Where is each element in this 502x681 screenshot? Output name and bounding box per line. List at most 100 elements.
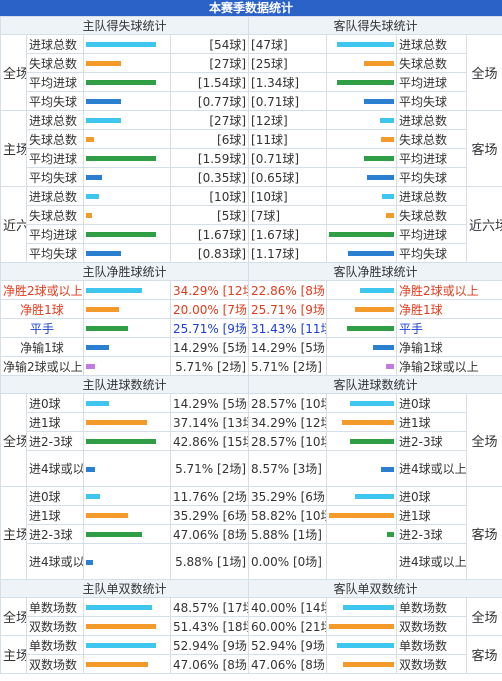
home-bar-cell <box>83 505 171 525</box>
away-bar-cell <box>326 616 398 636</box>
home-value: [0.83球] <box>169 243 250 263</box>
away-header: 客队得失球统计 <box>248 16 502 35</box>
goals-row: 平均进球 [1.67球] [1.67球] 平均进球 <box>1 224 502 244</box>
row-label-away: 单数场数 <box>396 635 468 655</box>
away-bar <box>364 156 395 161</box>
away-bar <box>373 345 395 350</box>
row-label: 平均失球 <box>26 167 84 187</box>
home-bar-cell <box>83 318 171 338</box>
home-header: 主队净胜球统计 <box>0 262 250 281</box>
row-label: 平均进球 <box>26 148 84 168</box>
row-label-away: 平均失球 <box>396 91 468 111</box>
away-value: 28.57% [10场] <box>248 431 328 451</box>
row-label: 进4球或以上 <box>26 543 84 580</box>
group-label-away: 全场 <box>466 597 502 636</box>
home-bar <box>86 439 156 444</box>
home-value: [5球] <box>169 205 250 225</box>
away-bar-cell <box>326 318 398 338</box>
home-bar-cell <box>83 635 171 655</box>
home-bar <box>86 494 100 499</box>
away-bar-cell <box>326 243 398 263</box>
goals-header: 主队得失球统计 客队得失球统计 <box>0 16 502 35</box>
away-value: 52.94% [9场] <box>248 635 328 655</box>
row-label: 净胜1球 <box>0 299 84 319</box>
group-label-away: 全场 <box>466 393 502 487</box>
away-bar <box>367 175 395 180</box>
away-bar <box>337 42 395 47</box>
away-value: [25球] <box>248 53 328 73</box>
home-bar-cell <box>83 654 171 674</box>
home-header: 主队单双数统计 <box>0 579 250 598</box>
home-bar <box>86 251 121 256</box>
away-bar <box>329 232 395 237</box>
home-bar <box>86 466 95 472</box>
away-bar-cell <box>326 205 398 225</box>
home-value: [0.35球] <box>169 167 250 187</box>
away-bar-cell <box>326 356 398 376</box>
score-row: 主场 进0球 11.76% [2场] 35.29% [6场] 进0球 客场 <box>0 486 502 580</box>
goals-row: 失球总数 [27球] [25球] 失球总数 <box>1 53 502 73</box>
away-bar-cell <box>326 450 398 487</box>
home-bar-cell <box>83 91 171 111</box>
away-bar <box>347 326 395 331</box>
score-row: 进2-3球 47.06% [8场] 5.88% [1场] 进2-3球 <box>1 524 502 544</box>
net-row: 净胜1球 20.00% [7场] 25.71% [9场] 净胜1球 <box>0 299 502 319</box>
away-bar-cell <box>326 91 398 111</box>
row-label: 进球总数 <box>26 186 84 206</box>
group-label-away: 客场 <box>466 110 502 187</box>
oddeven-row: 主场 单数场数 52.94% [9场] 52.94% [9场] 单数场数 客场 <box>0 635 502 674</box>
home-bar <box>86 307 119 312</box>
home-bar-cell <box>83 356 171 376</box>
away-bar <box>382 194 395 199</box>
away-bar <box>329 513 395 518</box>
home-bar <box>86 42 156 47</box>
row-label-away: 进球总数 <box>396 110 468 130</box>
net-header: 主队净胜球统计 客队净胜球统计 <box>0 262 502 281</box>
row-label: 平手 <box>0 318 84 338</box>
home-bar <box>86 605 152 610</box>
away-bar-cell <box>326 431 398 451</box>
net-row: 净输1球 14.29% [5场] 14.29% [5场] 净输1球 <box>0 337 502 357</box>
row-label-away: 进2-3球 <box>396 524 468 544</box>
home-value: 20.00% [7场] <box>169 299 250 319</box>
score-row: 进1球 37.14% [13场]34.29% [12场] 进1球 <box>1 412 502 432</box>
home-value: 14.29% [5场] <box>169 337 250 357</box>
net-row: 净胜2球或以上 34.29% [12场]22.86% [8场] 净胜2球或以上 <box>0 280 502 300</box>
home-value: [1.54球] <box>169 72 250 92</box>
away-value: 0.00% [0场] <box>248 543 328 580</box>
row-label-away: 平均进球 <box>396 148 468 168</box>
home-bar <box>86 118 121 123</box>
home-bar <box>86 99 121 104</box>
home-bar <box>86 662 148 667</box>
home-value: 5.71% [2场] <box>169 450 250 487</box>
away-bar <box>337 643 395 648</box>
group-label-away: 全场 <box>466 34 502 111</box>
home-bar-cell <box>83 205 171 225</box>
home-bar <box>86 532 142 537</box>
away-value: [10球] <box>248 186 328 206</box>
home-value: [1.59球] <box>169 148 250 168</box>
away-bar <box>342 420 395 425</box>
home-bar-cell <box>83 110 171 130</box>
row-label-away: 进0球 <box>396 393 468 413</box>
row-label: 进2-3球 <box>26 524 84 544</box>
home-bar-cell <box>83 280 171 300</box>
away-bar-cell <box>326 110 398 130</box>
home-value: 47.06% [8场] <box>169 654 250 674</box>
home-value: 11.76% [2场] <box>169 486 250 506</box>
row-label: 进2-3球 <box>26 431 84 451</box>
away-value: [7球] <box>248 205 328 225</box>
home-header: 主队得失球统计 <box>0 16 250 35</box>
net-row: 平手 25.71% [9场]31.43% [11场] 平手 <box>0 318 502 338</box>
away-bar <box>348 251 395 256</box>
row-label-away: 单数场数 <box>396 597 468 617</box>
away-value: 14.29% [5场] <box>248 337 328 357</box>
row-label-away: 进1球 <box>396 505 468 525</box>
away-bar <box>343 605 395 610</box>
row-label-away: 失球总数 <box>396 129 468 149</box>
home-value: [54球] <box>169 34 250 54</box>
oddeven-header: 主队单双数统计 客队单双数统计 <box>0 579 502 598</box>
home-bar <box>86 232 156 237</box>
group-label: 全场 <box>0 597 27 636</box>
